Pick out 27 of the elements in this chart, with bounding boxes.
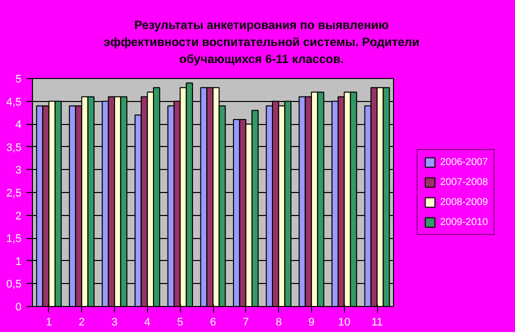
- x-tick-label: 8: [276, 316, 282, 328]
- legend-label: 2008-2009: [440, 196, 488, 208]
- y-tick-label: 1,5: [6, 233, 22, 246]
- y-tick-label: 0: [15, 302, 22, 314]
- y-tick-label: 3: [15, 164, 22, 177]
- x-tick-label: 10: [338, 316, 350, 328]
- y-tick-label: 5: [15, 74, 22, 86]
- chart-title: Результаты анкетирования по выявлению эффективности воспитательной системы. Родители обучающихся 6-11 классов.: [104, 17, 420, 68]
- x-tick-label: 7: [242, 316, 249, 328]
- y-tick-label: 2,5: [6, 188, 22, 200]
- y-tick-label: 0,5: [6, 278, 22, 291]
- x-tick-label: 9: [308, 316, 315, 328]
- y-tick-label: 4: [15, 119, 22, 132]
- legend-label: 2007-2008: [440, 176, 488, 188]
- x-tick-label: 11: [371, 316, 383, 328]
- y-tick-label: 1: [15, 256, 22, 268]
- legend-label: 2009-2010: [440, 216, 488, 228]
- y-tick-label: 4,5: [6, 96, 22, 108]
- x-tick-label: 1: [46, 316, 52, 328]
- x-tick-label: 6: [210, 316, 216, 328]
- x-tick-label: 4: [144, 316, 150, 328]
- y-tick-label: 3,5: [6, 142, 22, 154]
- legend-label: 2006-2007: [440, 156, 488, 168]
- x-tick-label: 5: [177, 316, 184, 328]
- y-tick-label: 2: [15, 210, 22, 222]
- x-tick-label: 2: [78, 316, 85, 328]
- x-tick-label: 3: [111, 316, 118, 328]
